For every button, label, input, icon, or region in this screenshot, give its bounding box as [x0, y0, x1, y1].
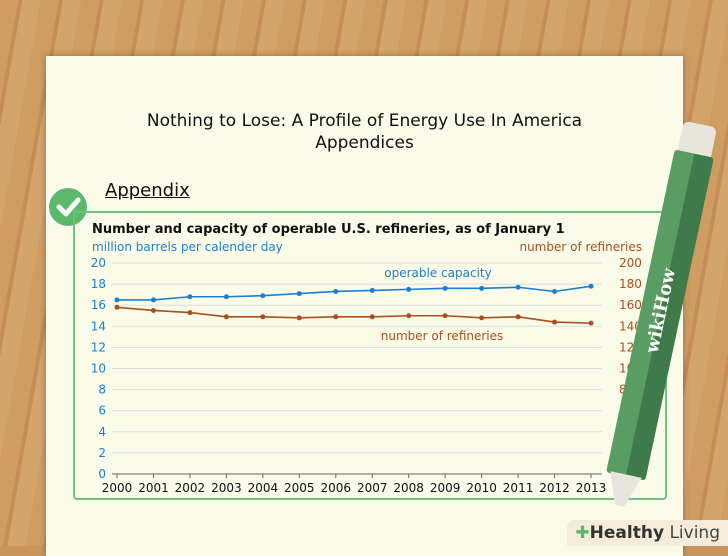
- left-tick-label: 8: [98, 383, 106, 397]
- data-point: [333, 288, 339, 294]
- data-point: [552, 319, 558, 325]
- chart-title: Number and capacity of operable U.S. ref…: [92, 222, 565, 237]
- x-tick-label: 2002: [175, 481, 206, 495]
- x-tick-label: 2012: [539, 481, 570, 495]
- series-label: operable capacity: [384, 266, 491, 280]
- data-point: [223, 294, 229, 300]
- x-tick-label: 2010: [466, 481, 497, 495]
- right-axis-label: number of refineries: [519, 240, 642, 254]
- data-point: [442, 313, 448, 319]
- left-tick-label: 4: [98, 425, 106, 439]
- left-tick-label: 18: [91, 277, 106, 291]
- x-tick-label: 2007: [357, 481, 388, 495]
- left-tick-label: 10: [91, 362, 106, 376]
- title-line-1: Nothing to Lose: A Profile of Energy Use…: [146, 111, 583, 131]
- section-heading: Appendix: [105, 180, 190, 201]
- series-line-refineries: [116, 306, 592, 324]
- x-tick-label: 2004: [248, 481, 279, 495]
- data-point: [187, 294, 193, 300]
- right-tick-label: 180: [619, 277, 642, 291]
- data-point: [187, 310, 193, 316]
- left-tick-label: 16: [91, 298, 106, 312]
- right-tick-label: 200: [619, 256, 642, 270]
- document-title: Nothing to Lose: A Profile of Energy Use…: [46, 110, 683, 154]
- data-point: [406, 286, 412, 292]
- data-point: [296, 315, 302, 321]
- x-tick-label: 2001: [138, 481, 169, 495]
- left-tick-label: 12: [91, 340, 106, 354]
- data-point: [114, 297, 120, 303]
- paper-sheet: [46, 56, 683, 556]
- data-point: [296, 291, 302, 297]
- data-point: [260, 293, 266, 299]
- series-line-capacity: [117, 285, 592, 301]
- data-point: [260, 314, 266, 320]
- data-point: [515, 284, 521, 290]
- data-point: [552, 288, 558, 294]
- data-point: [333, 314, 339, 320]
- data-point: [114, 304, 120, 310]
- x-tick-label: 2009: [430, 481, 461, 495]
- right-tick-label: 160: [619, 298, 642, 312]
- data-point: [369, 314, 375, 320]
- left-axis-label: million barrels per calender day: [92, 240, 283, 254]
- data-point: [588, 283, 594, 289]
- data-point: [150, 297, 156, 303]
- data-point: [479, 285, 485, 291]
- data-point: [223, 314, 229, 320]
- left-tick-label: 6: [98, 404, 106, 418]
- data-point: [479, 315, 485, 321]
- data-point: [150, 307, 156, 313]
- data-point: [442, 285, 448, 291]
- checkmark-icon: [47, 186, 89, 228]
- x-tick-label: 2006: [320, 481, 351, 495]
- data-point: [369, 287, 375, 293]
- left-tick-label: 0: [98, 467, 106, 481]
- data-point: [588, 320, 594, 326]
- series-label: number of refineries: [381, 329, 504, 343]
- x-tick-label: 2005: [284, 481, 315, 495]
- left-tick-label: 2: [98, 446, 106, 460]
- x-tick-label: 2000: [102, 481, 133, 495]
- data-point: [406, 313, 412, 319]
- left-tick-label: 14: [91, 319, 106, 333]
- left-tick-label: 20: [91, 256, 106, 270]
- x-tick-label: 2011: [503, 481, 534, 495]
- x-tick-label: 2008: [393, 481, 424, 495]
- healthy-living-badge: ✚Healthy Living: [567, 520, 728, 546]
- x-tick-label: 2003: [211, 481, 242, 495]
- data-point: [515, 314, 521, 320]
- x-tick-label: 2013: [576, 481, 607, 495]
- title-line-2: Appendices: [315, 133, 414, 153]
